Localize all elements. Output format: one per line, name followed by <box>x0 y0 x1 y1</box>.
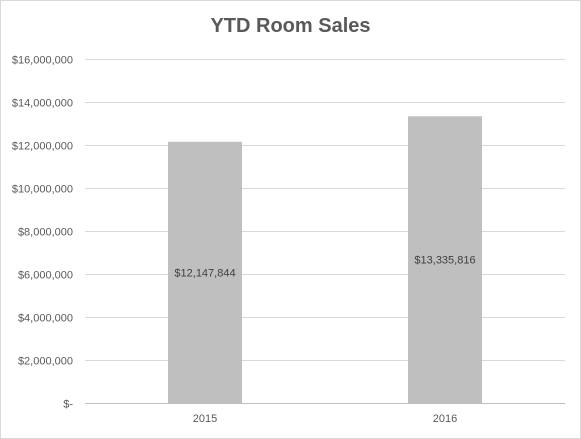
y-tick-label: $16,000,000 <box>12 55 73 67</box>
x-tick-label: 2015 <box>193 413 217 425</box>
data-label: $12,147,844 <box>174 267 235 279</box>
data-label: $13,335,816 <box>414 255 475 267</box>
x-tick-label: 2016 <box>433 413 457 425</box>
y-tick-label: $- <box>63 399 73 411</box>
y-tick-label: $8,000,000 <box>18 227 73 239</box>
y-tick-label: $14,000,000 <box>12 98 73 110</box>
y-tick-label: $2,000,000 <box>18 356 73 368</box>
y-tick-label: $10,000,000 <box>12 184 73 196</box>
bar <box>168 141 242 403</box>
bar <box>408 116 482 403</box>
y-tick-label: $4,000,000 <box>18 313 73 325</box>
chart-title: YTD Room Sales <box>210 15 371 37</box>
y-tick-label: $12,000,000 <box>12 141 73 153</box>
y-tick-label: $6,000,000 <box>18 270 73 282</box>
